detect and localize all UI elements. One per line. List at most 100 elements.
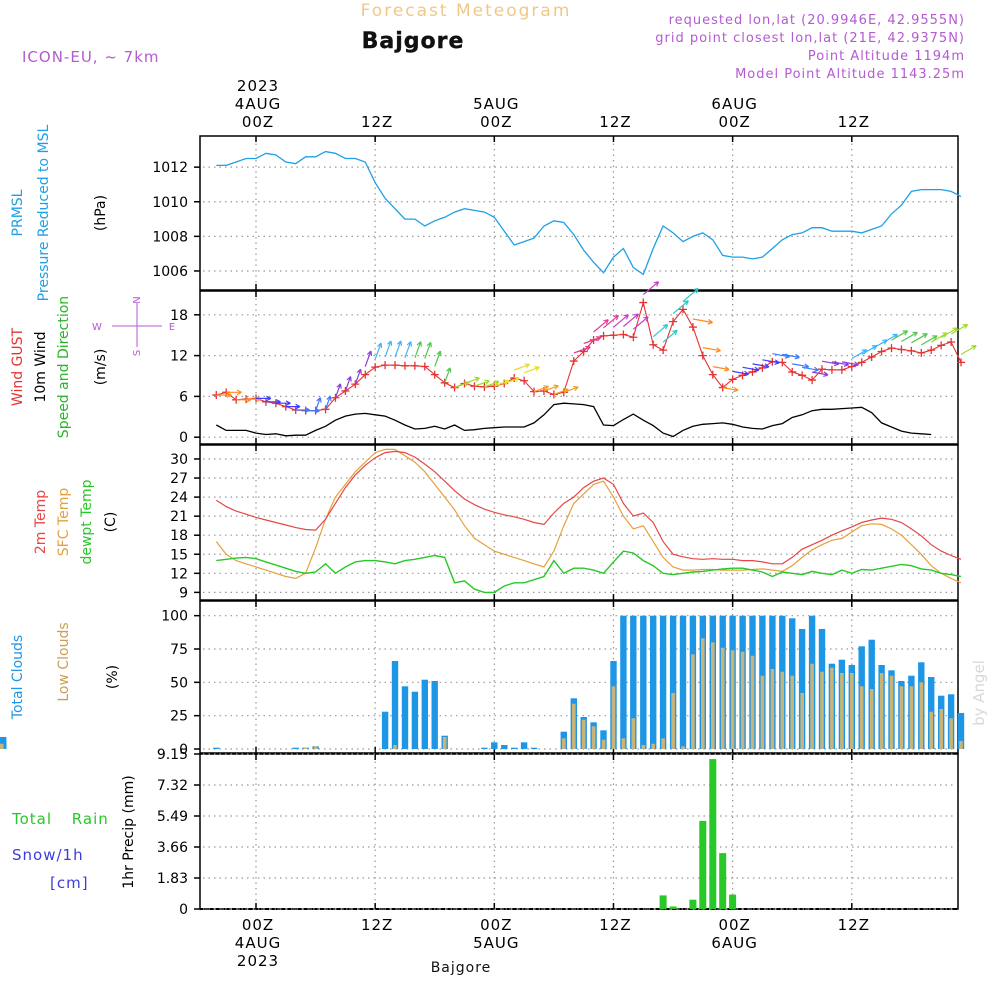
rain-bar: [699, 820, 707, 909]
low-cloud-bar: [889, 675, 894, 749]
y-tick-label: 30: [170, 452, 188, 468]
wind-arrow-icon: [464, 376, 480, 385]
sfc-temp-line: [215, 448, 962, 584]
low-cloud-bar: [800, 693, 804, 749]
gust-marker: [877, 347, 886, 356]
y-tick-label: 3.66: [157, 840, 188, 856]
pressure-unit: (hPa): [93, 195, 109, 231]
total-cloud-bar: [411, 691, 419, 749]
wind-arrow-icon: [732, 370, 749, 377]
total-cloud-bar: [421, 679, 428, 749]
wind-arrow-icon: [722, 386, 739, 393]
total-rain-label: Total Rain: [11, 810, 109, 828]
wind-arrow-icon: [613, 314, 629, 328]
temperature-panel: [199, 444, 959, 601]
y-tick-label: 21: [170, 509, 188, 525]
y-tick-label: 0: [179, 742, 188, 758]
rain-bar: [669, 906, 677, 909]
time-tick-label: 12Z: [599, 916, 631, 934]
y-tick-label: 18: [170, 528, 188, 544]
gust-marker: [788, 367, 797, 376]
gust-marker: [957, 358, 966, 367]
wind-arrow-icon: [434, 350, 442, 367]
wind-arrow-icon: [374, 342, 383, 360]
y-tick-label: 6: [179, 389, 188, 405]
total-cloud-bar: [600, 730, 607, 749]
y-tick-label: 1008: [152, 229, 188, 245]
temp2m-line: [215, 450, 962, 565]
low-cloud-bar: [869, 689, 874, 749]
y-tick-label: 15: [170, 547, 188, 563]
temp-unit: (C): [103, 512, 119, 533]
clouds-panel: [199, 600, 959, 754]
y-tick-label: 25: [170, 709, 188, 725]
gust-marker: [639, 298, 648, 307]
y-tick-label: 0: [179, 430, 188, 446]
low-cloud-bar: [581, 719, 586, 749]
wind-speed-line: [215, 402, 932, 438]
total-cloud-bar: [798, 629, 806, 749]
precip-unit: 1hr Precip (mm): [121, 775, 137, 888]
gust-marker: [420, 362, 429, 371]
low-cloud-bar: [760, 675, 765, 749]
low-cloud-bar: [770, 669, 775, 749]
time-tick-label: 12Z: [599, 113, 631, 131]
wind-direction-arrows: [216, 281, 977, 414]
low-cloud-bar: [750, 655, 755, 749]
time-tick-label: 00Z: [718, 916, 750, 934]
requested-coords: requested lon,lat (20.9946E, 42.9555N): [669, 13, 965, 28]
y-tick-label: 75: [170, 642, 188, 658]
wind-arrow-icon: [364, 350, 373, 367]
wind-arrow-icon: [484, 380, 500, 388]
time-tick-label: 12Z: [361, 113, 393, 131]
gust-marker: [857, 358, 866, 367]
wind-arrow-icon: [563, 385, 579, 393]
time-tick-label: 2023: [237, 952, 279, 970]
y-tick-label: 27: [170, 471, 188, 487]
wind-arrow-icon: [911, 333, 928, 344]
wind-arrow-icon: [950, 323, 969, 335]
wind-arrow-icon: [334, 383, 342, 399]
wind-arrow-icon: [702, 347, 721, 353]
wind-arrow-icon: [404, 341, 413, 359]
low-cloud-bar: [621, 738, 626, 749]
wind-arrow-icon: [513, 363, 530, 371]
gust-marker: [659, 346, 668, 355]
gust-marker: [321, 405, 330, 414]
wind-arrow-icon: [881, 333, 898, 345]
wind-arrow-icon: [901, 331, 918, 343]
rain-bar: [719, 853, 727, 909]
wind-arrow-icon: [324, 395, 332, 410]
rain-bars: [659, 759, 737, 909]
low-cloud-bar: [661, 738, 665, 749]
wind-arrow-icon: [891, 330, 909, 341]
total-cloud-bar: [669, 615, 677, 749]
gust-marker: [698, 351, 707, 360]
wind-arrow-icon: [424, 341, 432, 359]
gust-marker: [708, 370, 717, 379]
gust-marker: [669, 317, 678, 326]
wind-unit: (m/s): [93, 349, 109, 386]
low-cloud-bar: [313, 746, 318, 749]
y-tick-label: 1010: [152, 195, 188, 211]
wind-arrow-icon: [811, 371, 829, 377]
low-cloud-bar: [442, 737, 447, 749]
total-cloud-bar: [957, 713, 965, 749]
compass-w: W: [92, 322, 102, 333]
low-cloud-bar: [929, 711, 933, 749]
gust-marker: [728, 375, 737, 384]
compass-icon: N S W E: [92, 296, 175, 356]
low-cloud-bar: [780, 671, 785, 749]
y-tick-label: 1.83: [157, 871, 188, 887]
total-cloud-bar: [520, 742, 528, 749]
total-cloud-bar: [481, 747, 488, 749]
low-cloud-bar: [909, 686, 914, 749]
low-cloud-bar: [840, 673, 844, 749]
compass-s: S: [132, 350, 143, 356]
total-cloud-bar: [640, 615, 647, 749]
gust-marker: [897, 345, 906, 354]
wind-arrow-icon: [344, 376, 352, 392]
low-cloud-bar: [730, 650, 735, 749]
wind-arrow-icon: [821, 360, 840, 367]
time-tick-label: 00Z: [718, 113, 750, 131]
